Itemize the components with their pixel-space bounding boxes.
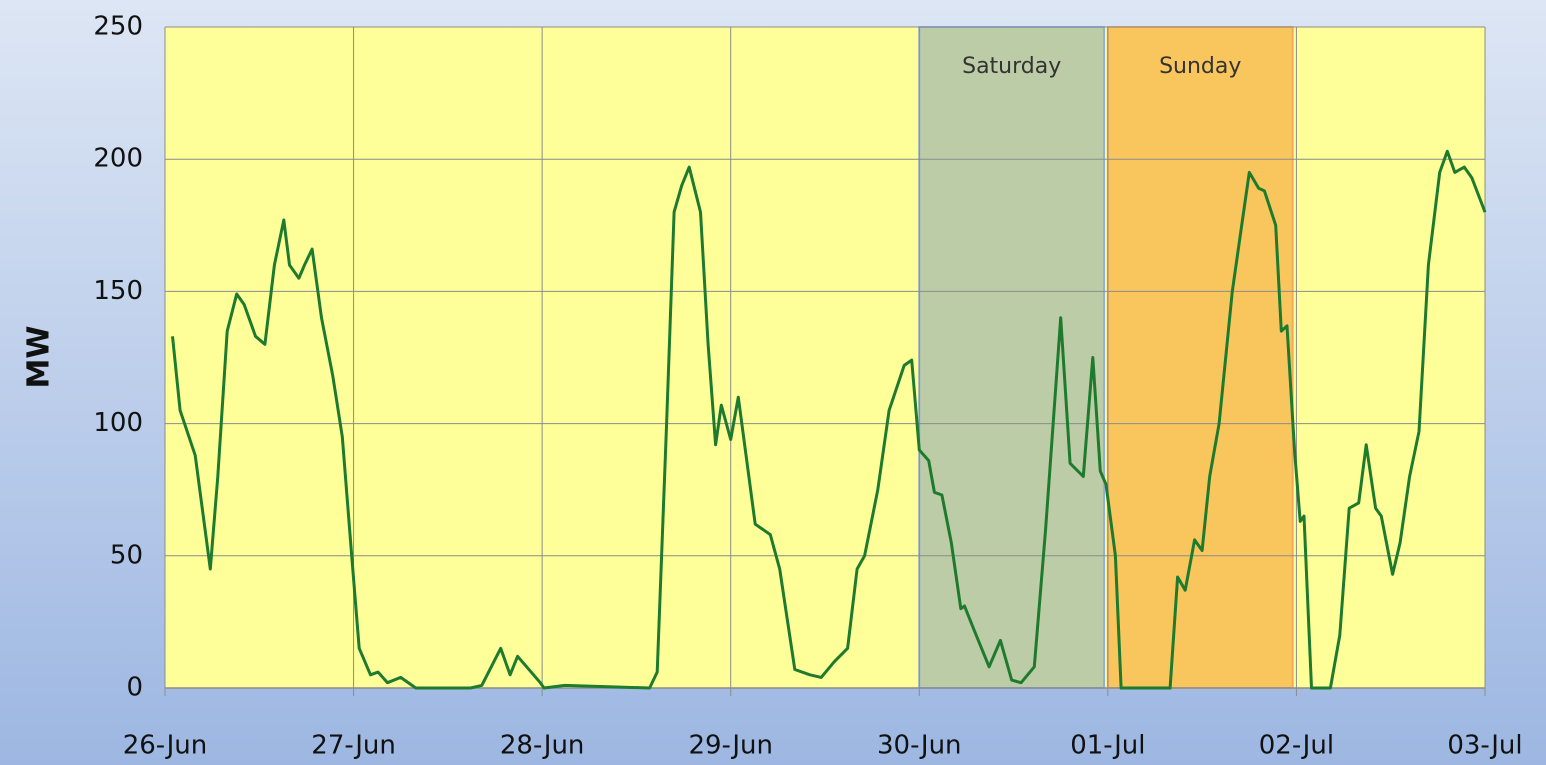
- x-tick-label: 26-Jun: [123, 731, 208, 761]
- region-label: Sunday: [1159, 54, 1241, 79]
- y-tick-label: 50: [110, 540, 143, 570]
- x-tick-label: 28-Jun: [500, 731, 585, 761]
- region-label: Saturday: [962, 54, 1061, 79]
- x-tick-label: 02-Jul: [1259, 731, 1334, 761]
- y-tick-label: 200: [93, 144, 143, 174]
- y-tick-label: 250: [93, 12, 143, 42]
- y-tick-label: 100: [93, 408, 143, 438]
- x-tick-label: 27-Jun: [311, 731, 396, 761]
- weekend-region: [1106, 26, 1294, 689]
- y-tick-label: 150: [93, 276, 143, 306]
- x-tick-label: 01-Jul: [1070, 731, 1145, 761]
- data-line: [171, 149, 1487, 690]
- y-axis-title: MW: [22, 326, 57, 389]
- x-tick-label: 30-Jun: [877, 731, 962, 761]
- x-tick-label: 03-Jul: [1447, 731, 1522, 761]
- y-tick-label: 0: [126, 673, 143, 703]
- x-tick-label: 29-Jun: [688, 731, 773, 761]
- weekend-region: [918, 26, 1106, 689]
